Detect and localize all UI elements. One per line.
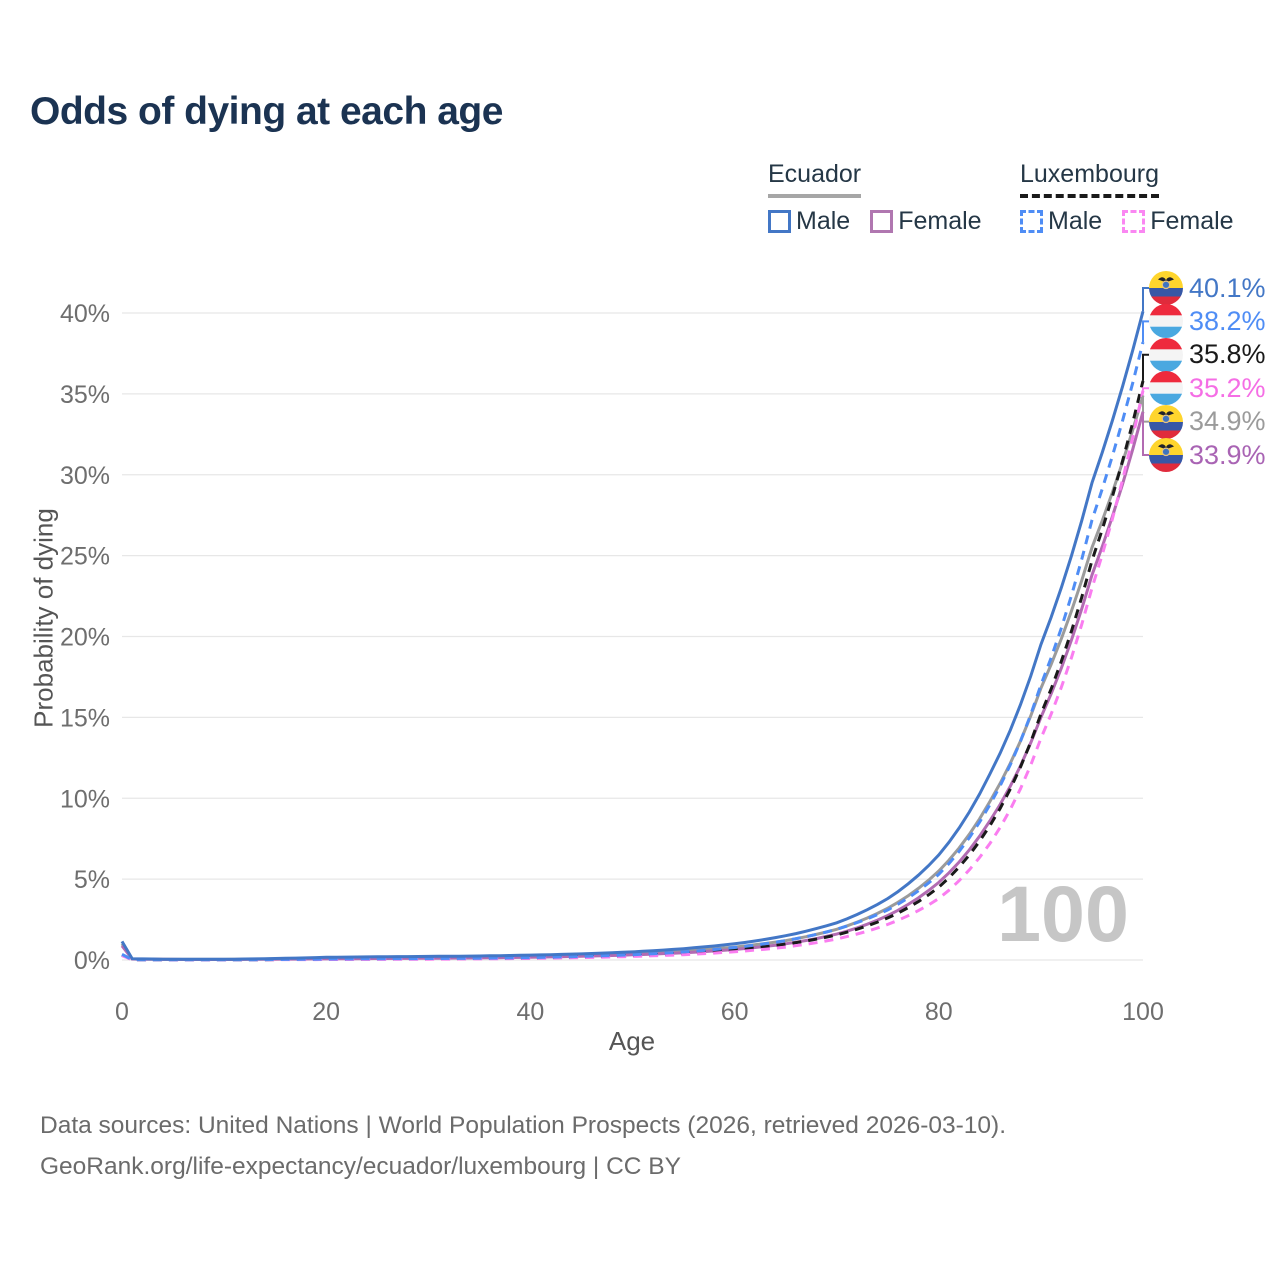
series-line-ecuador-both-sexes[interactable]	[120, 395, 1145, 961]
series-line-ecuador-male[interactable]	[120, 311, 1145, 961]
end-label-row-luxembourg-both-sexes: 35.8%	[1149, 337, 1266, 372]
legend-items-luxembourg: Male Female	[1020, 207, 1234, 236]
x-tick-label: 40	[516, 998, 544, 1026]
legend-group-ecuador: Ecuador Male Female	[768, 160, 982, 236]
legend-group-luxembourg: Luxembourg Male Female	[1020, 160, 1234, 236]
footer: Data sources: United Nations | World Pop…	[40, 1105, 1006, 1187]
legend-swatch-luxembourg-male[interactable]	[1020, 210, 1043, 233]
x-tick-label: 100	[1122, 998, 1164, 1026]
y-tick-label: 30%	[60, 462, 110, 490]
y-tick-label: 10%	[60, 785, 110, 813]
series-line-luxembourg-both-sexes[interactable]	[121, 380, 1145, 962]
series-line-ecuador-female[interactable]	[120, 411, 1145, 961]
flag-icon-ecuador	[1149, 271, 1183, 305]
legend-label-ecuador-male: Male	[796, 207, 851, 235]
y-tick-label: 0%	[74, 947, 110, 975]
x-axis-title: Age	[608, 1026, 656, 1056]
end-label-value: 33.9%	[1189, 439, 1266, 470]
flag-icon-luxembourg	[1149, 371, 1183, 406]
y-axis-title: Probability of dying	[28, 508, 59, 728]
x-tick-label: 0	[115, 998, 129, 1026]
y-tick-label: 20%	[60, 624, 110, 652]
footer-data-sources: Data sources: United Nations | World Pop…	[40, 1112, 1007, 1139]
legend-label-luxembourg-female: Female	[1150, 207, 1234, 235]
y-tick-label: 25%	[60, 543, 110, 571]
end-label-value: 34.9%	[1189, 406, 1266, 437]
age-watermark: 100	[997, 869, 1129, 958]
footer-attribution: GeoRank.org/life-expectancy/ecuador/luxe…	[40, 1153, 681, 1180]
x-tick-label: 80	[925, 998, 953, 1026]
end-label-value: 38.2%	[1189, 305, 1266, 336]
flag-icon-ecuador	[1149, 438, 1183, 472]
y-tick-label: 15%	[60, 704, 110, 732]
legend-swatch-ecuador-male[interactable]	[768, 210, 791, 233]
legend-country-luxembourg[interactable]: Luxembourg	[1020, 160, 1159, 198]
flag-icon-luxembourg	[1149, 304, 1183, 339]
end-label-connector	[1142, 353, 1149, 381]
end-label-connector	[1142, 287, 1149, 312]
end-label-connector	[1142, 320, 1149, 343]
x-tick-label: 60	[721, 998, 749, 1026]
legend-label-luxembourg-male: Male	[1048, 207, 1103, 235]
end-label-value: 40.1%	[1189, 272, 1266, 303]
series-line-luxembourg-male[interactable]	[121, 341, 1145, 962]
end-label-row-ecuador-male: 40.1%	[1149, 271, 1266, 305]
legend-swatch-ecuador-female[interactable]	[870, 210, 894, 233]
legend-country-ecuador[interactable]: Ecuador	[768, 160, 862, 198]
legend-item-ecuador-male[interactable]: Male	[768, 207, 850, 236]
chart-title: Odds of dying at each age	[30, 90, 503, 133]
end-label-connector	[1142, 411, 1149, 456]
end-label-connector	[1142, 387, 1149, 391]
end-label-value: 35.2%	[1189, 372, 1266, 403]
end-label-value: 35.8%	[1189, 339, 1266, 370]
end-label-row-luxembourg-female: 35.2%	[1149, 371, 1266, 406]
legend-item-ecuador-female[interactable]: Female	[870, 207, 982, 236]
y-tick-label: 5%	[74, 866, 110, 894]
flag-icon-luxembourg	[1149, 337, 1183, 372]
end-label-row-luxembourg-male: 38.2%	[1149, 304, 1266, 339]
legend-items-ecuador: Male Female	[768, 207, 982, 236]
y-tick-label: 35%	[60, 381, 110, 409]
end-label-row-ecuador-both-sexes: 34.9%	[1149, 404, 1266, 439]
legend-swatch-luxembourg-female[interactable]	[1122, 210, 1146, 233]
series-line-luxembourg-female[interactable]	[121, 390, 1145, 962]
legend-label-ecuador-female: Female	[898, 207, 982, 235]
legend-item-luxembourg-male[interactable]: Male	[1020, 207, 1102, 236]
flag-icon-ecuador	[1149, 404, 1183, 439]
x-tick-label: 20	[312, 998, 340, 1026]
end-label-row-ecuador-female: 33.9%	[1149, 438, 1266, 472]
legend-item-luxembourg-female[interactable]: Female	[1122, 207, 1234, 236]
y-tick-label: 40%	[60, 300, 110, 328]
